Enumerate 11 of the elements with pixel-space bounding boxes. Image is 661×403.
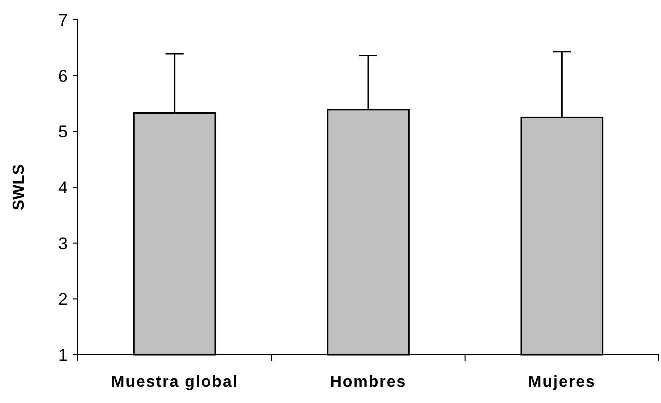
x-tick-label: Mujeres — [528, 374, 596, 391]
y-tick-label: 5 — [58, 122, 68, 142]
y-axis-title: SWLS — [11, 164, 28, 211]
y-tick-label: 6 — [58, 66, 68, 86]
y-tick-label: 1 — [58, 346, 68, 365]
y-tick-label: 3 — [58, 234, 68, 254]
y-tick-label: 2 — [58, 290, 68, 310]
x-tick-label: Muestra global — [111, 374, 238, 391]
x-tick-label: Hombres — [330, 374, 407, 391]
y-tick-label: 7 — [58, 10, 68, 30]
y-tick-label: 4 — [58, 178, 68, 198]
